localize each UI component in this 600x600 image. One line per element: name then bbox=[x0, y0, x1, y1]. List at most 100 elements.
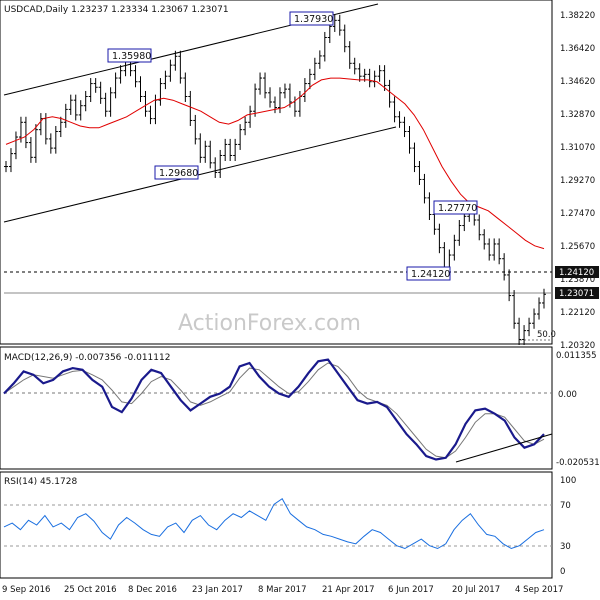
price-bar bbox=[48, 133, 53, 154]
price-tick: 1.20320 bbox=[560, 341, 595, 351]
price-bar bbox=[492, 238, 497, 261]
current-price-label: 1.23071 bbox=[559, 289, 594, 299]
price-tick: 1.27470 bbox=[560, 209, 595, 219]
callout-1.29680: 1.29680 bbox=[154, 165, 199, 180]
price-bar bbox=[53, 125, 58, 154]
price-tick: 1.23870 bbox=[560, 275, 595, 285]
price-bar bbox=[103, 92, 108, 117]
callout-1.37930: 1.37930 bbox=[289, 11, 334, 26]
price-bar bbox=[512, 290, 517, 329]
macd-tick: -0.020531 bbox=[556, 458, 600, 468]
macd-signal-line bbox=[3, 362, 545, 459]
price-bar bbox=[537, 297, 542, 320]
price-bar bbox=[427, 192, 432, 221]
price-panel bbox=[0, 0, 553, 345]
price-bar bbox=[347, 41, 352, 69]
price-bar bbox=[88, 78, 93, 103]
callout-1.27770: 1.27770 bbox=[433, 200, 478, 215]
callouts: 1.37930 1.35980 1.29680 1.27770 1.24120 bbox=[107, 11, 478, 281]
macd-line bbox=[3, 358, 545, 461]
price-bar bbox=[397, 111, 402, 128]
level-label-group: 1.24120 bbox=[555, 266, 599, 278]
price-bar bbox=[118, 65, 123, 84]
x-tick: 6 Jun 2017 bbox=[388, 585, 434, 595]
price-bar bbox=[392, 96, 397, 123]
price-tick: 1.36420 bbox=[560, 44, 595, 54]
price-bar bbox=[8, 148, 13, 173]
price-tick: 1.22120 bbox=[560, 308, 595, 318]
price-bar bbox=[78, 100, 83, 121]
price-bar bbox=[198, 133, 203, 163]
callout-text: 1.27770 bbox=[438, 203, 477, 214]
price-bar bbox=[13, 131, 18, 160]
price-bar bbox=[143, 90, 148, 117]
price-bar bbox=[23, 116, 28, 149]
price-bar bbox=[402, 116, 407, 138]
price-bar bbox=[337, 14, 342, 36]
price-bar bbox=[422, 173, 427, 204]
callout-box bbox=[154, 165, 199, 180]
price-bar bbox=[28, 137, 33, 163]
x-tick: 25 Oct 2016 bbox=[64, 585, 117, 595]
price-bar bbox=[302, 78, 307, 103]
price-bar bbox=[73, 94, 78, 121]
price-bar bbox=[248, 105, 253, 128]
price-bars bbox=[4, 14, 546, 345]
rsi-yaxis: 100 70 30 0 bbox=[560, 476, 576, 577]
price-bar bbox=[273, 96, 277, 114]
price-bar bbox=[98, 81, 103, 104]
price-bar bbox=[322, 31, 327, 62]
price-bar bbox=[213, 157, 218, 178]
callout-box bbox=[406, 266, 451, 281]
price-bar bbox=[342, 24, 347, 53]
rsi-tick: 70 bbox=[560, 501, 571, 511]
price-tick: 1.32870 bbox=[560, 110, 595, 120]
price-bar bbox=[352, 57, 357, 75]
price-bar bbox=[482, 229, 487, 250]
x-tick: 9 Sep 2016 bbox=[2, 585, 50, 595]
price-bar bbox=[412, 142, 417, 173]
level-label-bg bbox=[555, 266, 599, 278]
price-bar bbox=[382, 65, 387, 91]
price-tick: 1.25670 bbox=[560, 242, 595, 252]
price-bar bbox=[188, 90, 193, 126]
price-yaxis: 1.38220 1.36420 1.34620 1.32870 1.31070 … bbox=[560, 11, 595, 351]
price-bar bbox=[93, 78, 98, 93]
current-price-label-bg bbox=[555, 287, 599, 299]
macd-tick: 0.011355 bbox=[556, 351, 597, 361]
price-bar bbox=[83, 90, 88, 112]
price-bar bbox=[268, 87, 273, 108]
price-bar bbox=[367, 68, 372, 88]
price-bar bbox=[178, 50, 183, 84]
x-tick: 8 Dec 2016 bbox=[128, 585, 177, 595]
price-bar bbox=[168, 59, 173, 82]
price-bar bbox=[218, 149, 223, 178]
price-bar bbox=[287, 83, 292, 108]
price-bar bbox=[317, 50, 322, 69]
callout-box bbox=[289, 11, 334, 26]
x-tick: 21 Apr 2017 bbox=[322, 585, 375, 595]
price-bar bbox=[517, 317, 522, 345]
price-bar bbox=[223, 138, 228, 162]
price-bar bbox=[332, 14, 337, 32]
x-tick: 20 Jul 2017 bbox=[452, 585, 500, 595]
callout-text: 1.24120 bbox=[411, 269, 450, 280]
x-tick: 23 Jan 2017 bbox=[192, 585, 243, 595]
price-bar bbox=[158, 78, 163, 106]
price-bar bbox=[372, 70, 377, 88]
current-price-label-group: 1.23071 bbox=[555, 287, 599, 299]
rsi-header: RSI(14) 45.1728 bbox=[4, 477, 77, 487]
price-bar bbox=[4, 161, 8, 173]
price-bar bbox=[163, 70, 168, 90]
price-tick: 1.29270 bbox=[560, 176, 595, 186]
price-bar bbox=[542, 288, 546, 309]
price-bar bbox=[233, 138, 238, 162]
price-tick: 1.38220 bbox=[560, 11, 595, 21]
price-bar bbox=[203, 140, 208, 163]
x-tick: 4 Sep 2017 bbox=[515, 585, 563, 595]
price-bar bbox=[193, 114, 198, 145]
price-bar bbox=[113, 72, 118, 99]
price-bar bbox=[407, 125, 412, 154]
rsi-line bbox=[3, 497, 545, 550]
price-bar bbox=[417, 161, 422, 185]
